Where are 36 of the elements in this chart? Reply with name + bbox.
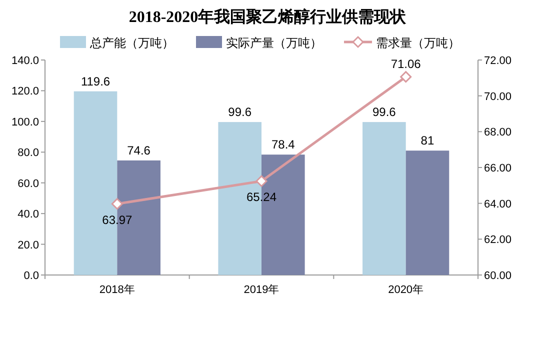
y-tick-label: 0.0 (24, 270, 39, 282)
y2-tick-label: 68.00 (484, 126, 512, 139)
bar (362, 122, 406, 275)
y-tick-label: 20.0 (18, 239, 39, 252)
y2-tick-label: 72.00 (484, 55, 512, 67)
data-label: 71.06 (390, 56, 422, 71)
y-tick-label: 40.0 (18, 208, 39, 221)
point (256, 175, 268, 187)
x-tick-label: 2020年 (388, 284, 424, 296)
data-label: 99.6 (372, 105, 396, 120)
chart-title: 2018-2020年我国聚乙烯醇行业供需现状 (128, 8, 408, 26)
bar (406, 150, 450, 275)
data-label: 78.4 (271, 138, 296, 152)
y-tick-label: 80.0 (18, 147, 39, 160)
y-tick-label: 60.0 (18, 178, 39, 190)
y2-tick-label: 70.00 (484, 90, 512, 103)
data-label: 65.24 (246, 190, 277, 204)
y-tick-label: 120.0 (11, 86, 39, 98)
x-tick-label: 2018年 (99, 284, 135, 296)
legend-label: 需求量（万吨） (376, 36, 460, 50)
data-label: 81 (420, 134, 434, 148)
y2-tick-label: 60.00 (484, 270, 512, 282)
x-tick-label: 2019年 (244, 284, 280, 296)
y-tick-label: 100.0 (11, 116, 39, 128)
y-tick-label: 140.0 (11, 55, 39, 67)
y2-tick-label: 66.00 (484, 162, 512, 174)
data-label: 74.6 (127, 143, 151, 158)
data-label: 63.97 (102, 212, 133, 227)
y2-tick-label: 62.00 (484, 234, 512, 246)
y2-tick-label: 64.00 (484, 198, 512, 210)
legend-label: 总产能（万吨） (89, 36, 174, 50)
data-label: 99.6 (228, 105, 252, 120)
point (111, 198, 123, 210)
legend-label: 实际产量（万吨） (226, 36, 322, 50)
point (400, 71, 412, 83)
data-label: 119.6 (80, 74, 110, 88)
